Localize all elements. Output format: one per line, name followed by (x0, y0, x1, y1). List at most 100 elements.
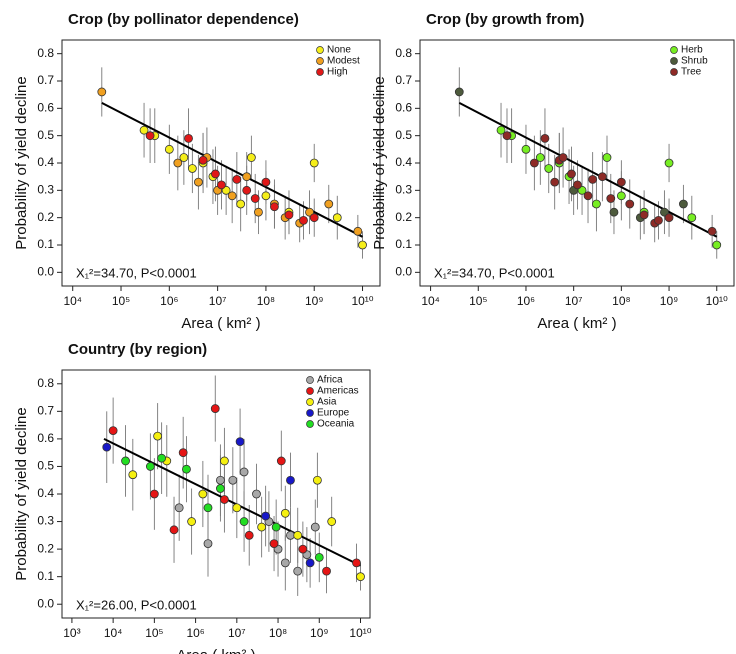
data-point (573, 180, 582, 190)
data-point (194, 177, 203, 187)
x-tick-label: 10⁹ (660, 294, 679, 308)
data-point (242, 185, 252, 195)
x-tick-label: 10⁴ (104, 626, 123, 640)
data-point (254, 207, 263, 217)
data-point (358, 240, 367, 250)
legend-marker (670, 57, 678, 65)
data-point (310, 522, 320, 532)
data-point (679, 199, 688, 209)
data-point (211, 169, 220, 179)
data-point (309, 213, 319, 223)
data-point (261, 191, 271, 201)
y-tick-label: 0.4 (37, 486, 54, 500)
fit-statistic: X₁²=34.70, P<0.0001 (76, 265, 197, 280)
legend-marker (306, 376, 314, 384)
fit-line (103, 437, 361, 567)
legend-label: Herb (681, 45, 703, 56)
data-point (97, 87, 107, 97)
data-point (707, 226, 717, 236)
data-point (293, 530, 303, 540)
data-point (276, 456, 286, 466)
x-tick-label: 10³ (63, 626, 80, 640)
fit-line (101, 101, 363, 238)
data-point (270, 202, 279, 212)
data-point (299, 215, 308, 225)
data-point (280, 508, 290, 518)
data-point (198, 489, 208, 499)
legend-label: High (327, 67, 348, 78)
x-tick-label: 10⁸ (269, 626, 287, 640)
data-point (216, 484, 225, 493)
data-point (352, 558, 361, 568)
y-tick-label: 0.2 (37, 541, 54, 555)
data-point (157, 453, 167, 463)
data-point (174, 503, 184, 513)
panel-title: Country (by region) (68, 341, 207, 358)
y-tick-label: 0.1 (37, 569, 54, 583)
data-point (332, 213, 342, 223)
data-point (232, 174, 242, 184)
x-tick-label: 10⁴ (421, 294, 440, 308)
data-point (235, 437, 245, 447)
panel-title: Crop (by pollinator dependence) (68, 11, 299, 28)
data-point (102, 442, 112, 452)
data-point (269, 539, 279, 548)
y-tick-label: 0.7 (37, 73, 54, 87)
data-point (220, 495, 229, 504)
legend-label: Tree (681, 67, 702, 78)
x-tick-label: 10⁵ (112, 294, 130, 308)
data-point (293, 566, 303, 576)
legend-marker (306, 409, 314, 417)
data-point (687, 213, 697, 223)
data-point (252, 489, 261, 499)
x-axis-label: Area ( km² ) (176, 647, 255, 654)
legend-marker (306, 387, 314, 395)
x-axis-label: Area ( km² ) (537, 315, 616, 332)
x-tick-label: 10⁴ (63, 294, 82, 308)
data-point (203, 503, 213, 513)
data-point (712, 240, 722, 250)
x-tick-label: 10⁵ (469, 294, 487, 308)
x-tick-label: 10⁹ (310, 626, 329, 640)
x-tick-label: 10¹⁰ (349, 626, 371, 640)
y-tick-label: 0.1 (395, 237, 412, 251)
data-point (558, 153, 568, 162)
data-point (232, 503, 242, 513)
y-tick-label: 0.3 (37, 514, 54, 528)
data-point (664, 158, 674, 168)
data-point (324, 199, 334, 209)
y-tick-label: 0.5 (37, 459, 54, 473)
data-point (239, 517, 249, 526)
data-point (139, 125, 149, 135)
data-point (314, 552, 324, 562)
x-tick-label: 10¹⁰ (706, 294, 728, 308)
x-axis-label: Area ( km² ) (181, 315, 260, 332)
legend-label: Europe (317, 408, 350, 419)
data-point (261, 511, 271, 521)
data-point (187, 164, 197, 173)
data-point (540, 133, 550, 143)
data-point (121, 456, 130, 466)
data-point (153, 431, 163, 441)
legend-marker (316, 46, 324, 54)
data-point (179, 153, 189, 162)
y-tick-label: 0.7 (37, 404, 54, 418)
y-tick-label: 0.4 (395, 155, 412, 169)
data-point (529, 158, 539, 168)
data-point (244, 530, 254, 540)
data-point (664, 213, 674, 223)
y-tick-label: 0.6 (37, 101, 54, 115)
data-point (173, 158, 183, 168)
legend-marker (670, 46, 678, 54)
x-tick-label: 10⁷ (565, 294, 583, 308)
data-point (239, 467, 249, 477)
data-point (286, 530, 295, 540)
y-tick-label: 0.3 (37, 183, 54, 197)
data-point (271, 522, 281, 532)
y-tick-label: 0.5 (37, 128, 54, 142)
data-point (187, 517, 196, 526)
y-tick-label: 0.0 (395, 265, 412, 279)
data-point (616, 177, 626, 187)
legend-label: Americas (317, 386, 359, 397)
